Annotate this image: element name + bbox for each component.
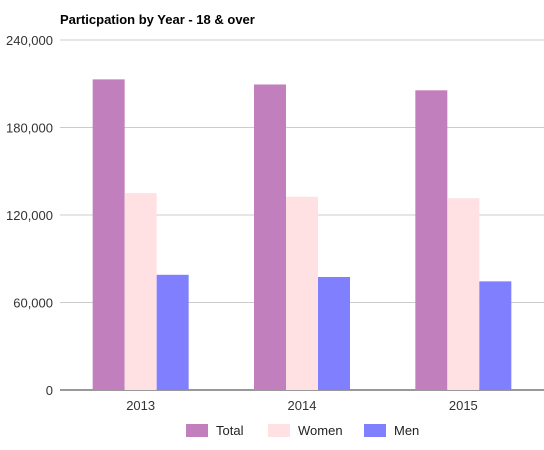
legend-label-women[interactable]: Women xyxy=(298,423,343,438)
y-tick-label: 60,000 xyxy=(13,296,53,311)
y-tick-label: 120,000 xyxy=(6,208,53,223)
legend-label-total[interactable]: Total xyxy=(216,423,244,438)
chart-title: Particpation by Year - 18 & over xyxy=(60,12,255,27)
x-tick-label: 2013 xyxy=(126,398,155,413)
bar-total-2013[interactable] xyxy=(92,79,125,390)
bar-men-2013[interactable] xyxy=(156,274,189,390)
bar-women-2014[interactable] xyxy=(286,196,318,390)
legend-label-men[interactable]: Men xyxy=(394,423,419,438)
x-tick-label: 2015 xyxy=(449,398,478,413)
y-axis-ticks: 0 60,000 120,000 180,000 240,000 xyxy=(6,33,53,398)
bar-total-2014[interactable] xyxy=(254,84,286,391)
legend-swatch-total[interactable] xyxy=(186,424,208,437)
x-axis-ticks: 2013 2014 2015 xyxy=(126,398,478,413)
legend-swatch-women[interactable] xyxy=(268,424,290,437)
y-tick-label: 0 xyxy=(46,383,53,398)
bar-men-2014[interactable] xyxy=(318,276,350,390)
x-tick-label: 2014 xyxy=(288,398,317,413)
y-tick-label: 180,000 xyxy=(6,121,53,136)
legend-swatch-men[interactable] xyxy=(364,424,386,437)
bar-women-2015[interactable] xyxy=(447,198,480,390)
legend[interactable]: Total Women Men xyxy=(186,423,419,438)
bar-women-2013[interactable] xyxy=(124,193,157,390)
y-tick-label: 240,000 xyxy=(6,33,53,48)
bar-total-2015[interactable] xyxy=(415,90,448,390)
bars xyxy=(92,79,512,391)
bar-men-2015[interactable] xyxy=(479,281,512,390)
